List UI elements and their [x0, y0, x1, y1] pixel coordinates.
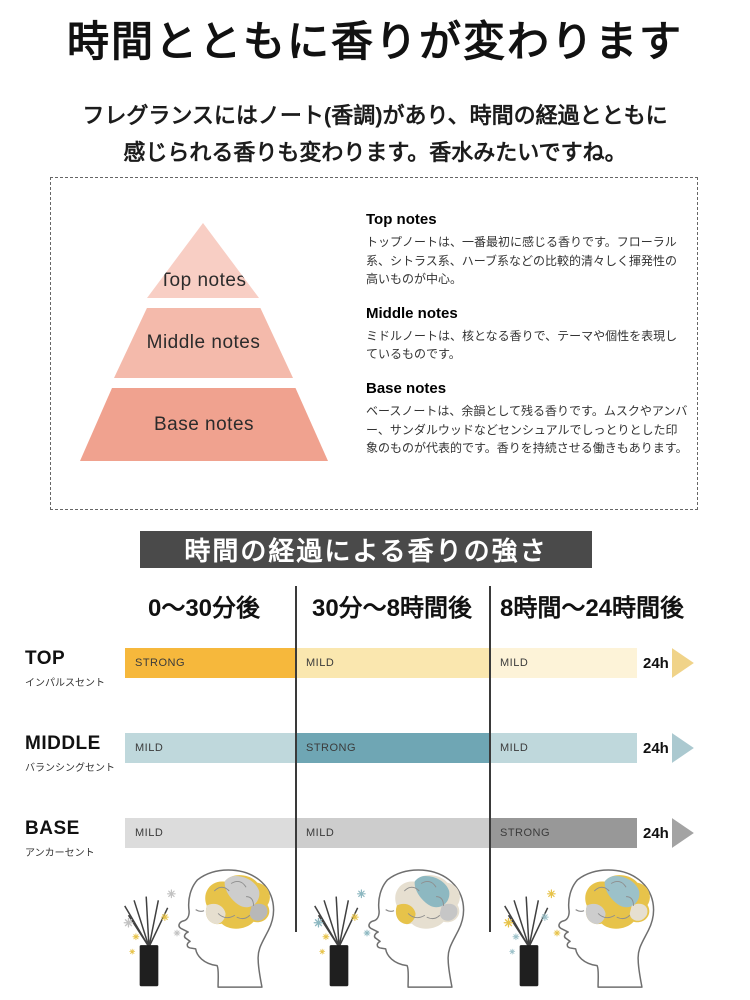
note-base-heading: Base notes — [366, 379, 447, 397]
arrow-right-icon — [671, 733, 694, 763]
page-subtitle: フレグランスにはノート(香調)があり、時間の経過とともに 感じられる香りも変わり… — [0, 97, 750, 172]
bar-segment: MILD — [490, 648, 637, 678]
row-label-middle: MIDDLE バランシングセント — [25, 733, 115, 774]
strength-bar-top: STRONG MILD MILD 24h — [125, 648, 694, 678]
row-label-base: BASE アンカーセント — [25, 818, 95, 859]
bar-segment: MILD — [125, 733, 296, 763]
section-title: 時間の経過による香りの強さ — [184, 536, 548, 566]
period-label-3: 8時間〜24時間後 — [499, 595, 685, 622]
column-divider-2 — [489, 586, 491, 932]
head-diffuser-illustration-1 — [121, 860, 289, 992]
row-name-middle: MIDDLE — [25, 733, 101, 754]
arrow-right-icon — [671, 648, 694, 678]
segment-label: MILD — [135, 827, 164, 839]
strength-bar-middle: MILD STRONG MILD 24h — [125, 733, 694, 763]
timeline-row-base: BASE アンカーセント MILD MILD STRONG 24h — [0, 818, 750, 859]
row-name-top: TOP — [25, 648, 66, 669]
bar-segment: MILD — [490, 733, 637, 763]
strength-bar-base: MILD MILD STRONG 24h — [125, 818, 694, 848]
note-top-heading: Top notes — [366, 211, 437, 228]
segment-label: MILD — [500, 657, 529, 669]
timeline-row-middle: MIDDLE バランシングセント MILD STRONG MILD 24h — [0, 733, 750, 774]
row-label-top: TOP インパルスセント — [25, 648, 105, 689]
head-diffuser-illustration-3 — [501, 860, 669, 992]
end-time-label: 24h — [643, 824, 669, 842]
head-diffuser-illustration-2 — [311, 860, 479, 992]
bar-segment: MILD — [296, 818, 490, 848]
end-time-label: 24h — [643, 739, 669, 757]
row-subname-top: インパルスセント — [25, 678, 105, 689]
period-label-1: 0〜30分後 — [147, 595, 261, 622]
subtitle-line-2: 感じられる香りも変わります。香水みたいですね。 — [123, 140, 627, 166]
section-title-banner: 時間の経過による香りの強さ — [140, 531, 592, 568]
pyramid-tier-middle: Middle notes — [114, 308, 293, 378]
note-section-top: Top notes トップノートは、一番最初に感じる香りです。フローラル系、シト… — [366, 211, 688, 289]
bar-segment: MILD — [296, 648, 490, 678]
bar-segment: STRONG — [125, 648, 296, 678]
notes-descriptions: Top notes トップノートは、一番最初に感じる香りです。フローラル系、シト… — [366, 211, 688, 474]
note-top-body: トップノートは、一番最初に感じる香りです。フローラル系、シトラス系、ハーブ系など… — [366, 235, 678, 287]
pyramid-tier-base-label: Base notes — [153, 413, 255, 435]
timeline-row-top: TOP インパルスセント STRONG MILD MILD 24h — [0, 648, 750, 689]
row-name-base: BASE — [25, 818, 80, 839]
arrow-right-icon — [671, 818, 694, 848]
bar-segment: STRONG — [296, 733, 490, 763]
note-base-body: ベースノートは、余韻として残る香りです。ムスクやアンバー、サンダルウッドなどセン… — [366, 403, 688, 456]
brain-illustrations — [0, 860, 750, 995]
segment-label: STRONG — [135, 657, 186, 669]
note-middle-body: ミドルノートは、核となる香りで、テーマや個性を表現しているものです。 — [366, 328, 678, 362]
period-label-2: 30分〜8時間後 — [311, 595, 473, 622]
row-subname-base: アンカーセント — [25, 848, 95, 859]
segment-label: MILD — [135, 742, 164, 754]
bar-segment: MILD — [125, 818, 296, 848]
pyramid-tier-top: Top notes — [147, 223, 259, 298]
pyramid-tier-middle-label: Middle notes — [146, 332, 261, 353]
note-middle-heading: Middle notes — [366, 304, 458, 322]
segment-label: STRONG — [500, 827, 551, 839]
segment-label: MILD — [306, 657, 335, 669]
segment-label: STRONG — [306, 742, 357, 754]
note-section-middle: Middle notes ミドルノートは、核となる香りで、テーマや個性を表現して… — [366, 305, 688, 364]
notes-pyramid-panel: Top notes Middle notes Base notes Top no… — [50, 177, 698, 510]
pyramid-tier-top-label: Top notes — [159, 270, 247, 291]
page-title: 時間とともに香りが変わります — [66, 18, 683, 65]
end-time-label: 24h — [643, 654, 669, 672]
segment-label: MILD — [306, 827, 335, 839]
segment-label: MILD — [500, 742, 529, 754]
bar-segment: STRONG — [490, 818, 637, 848]
pyramid-tier-base: Base notes — [80, 388, 328, 461]
column-divider-1 — [295, 586, 297, 932]
subtitle-line-1: フレグランスにはノート(香調)があり、時間の経過とともに — [82, 103, 668, 128]
note-section-base: Base notes ベースノートは、余韻として残る香りです。ムスクやアンバー、… — [366, 380, 688, 458]
row-subname-middle: バランシングセント — [25, 763, 115, 774]
